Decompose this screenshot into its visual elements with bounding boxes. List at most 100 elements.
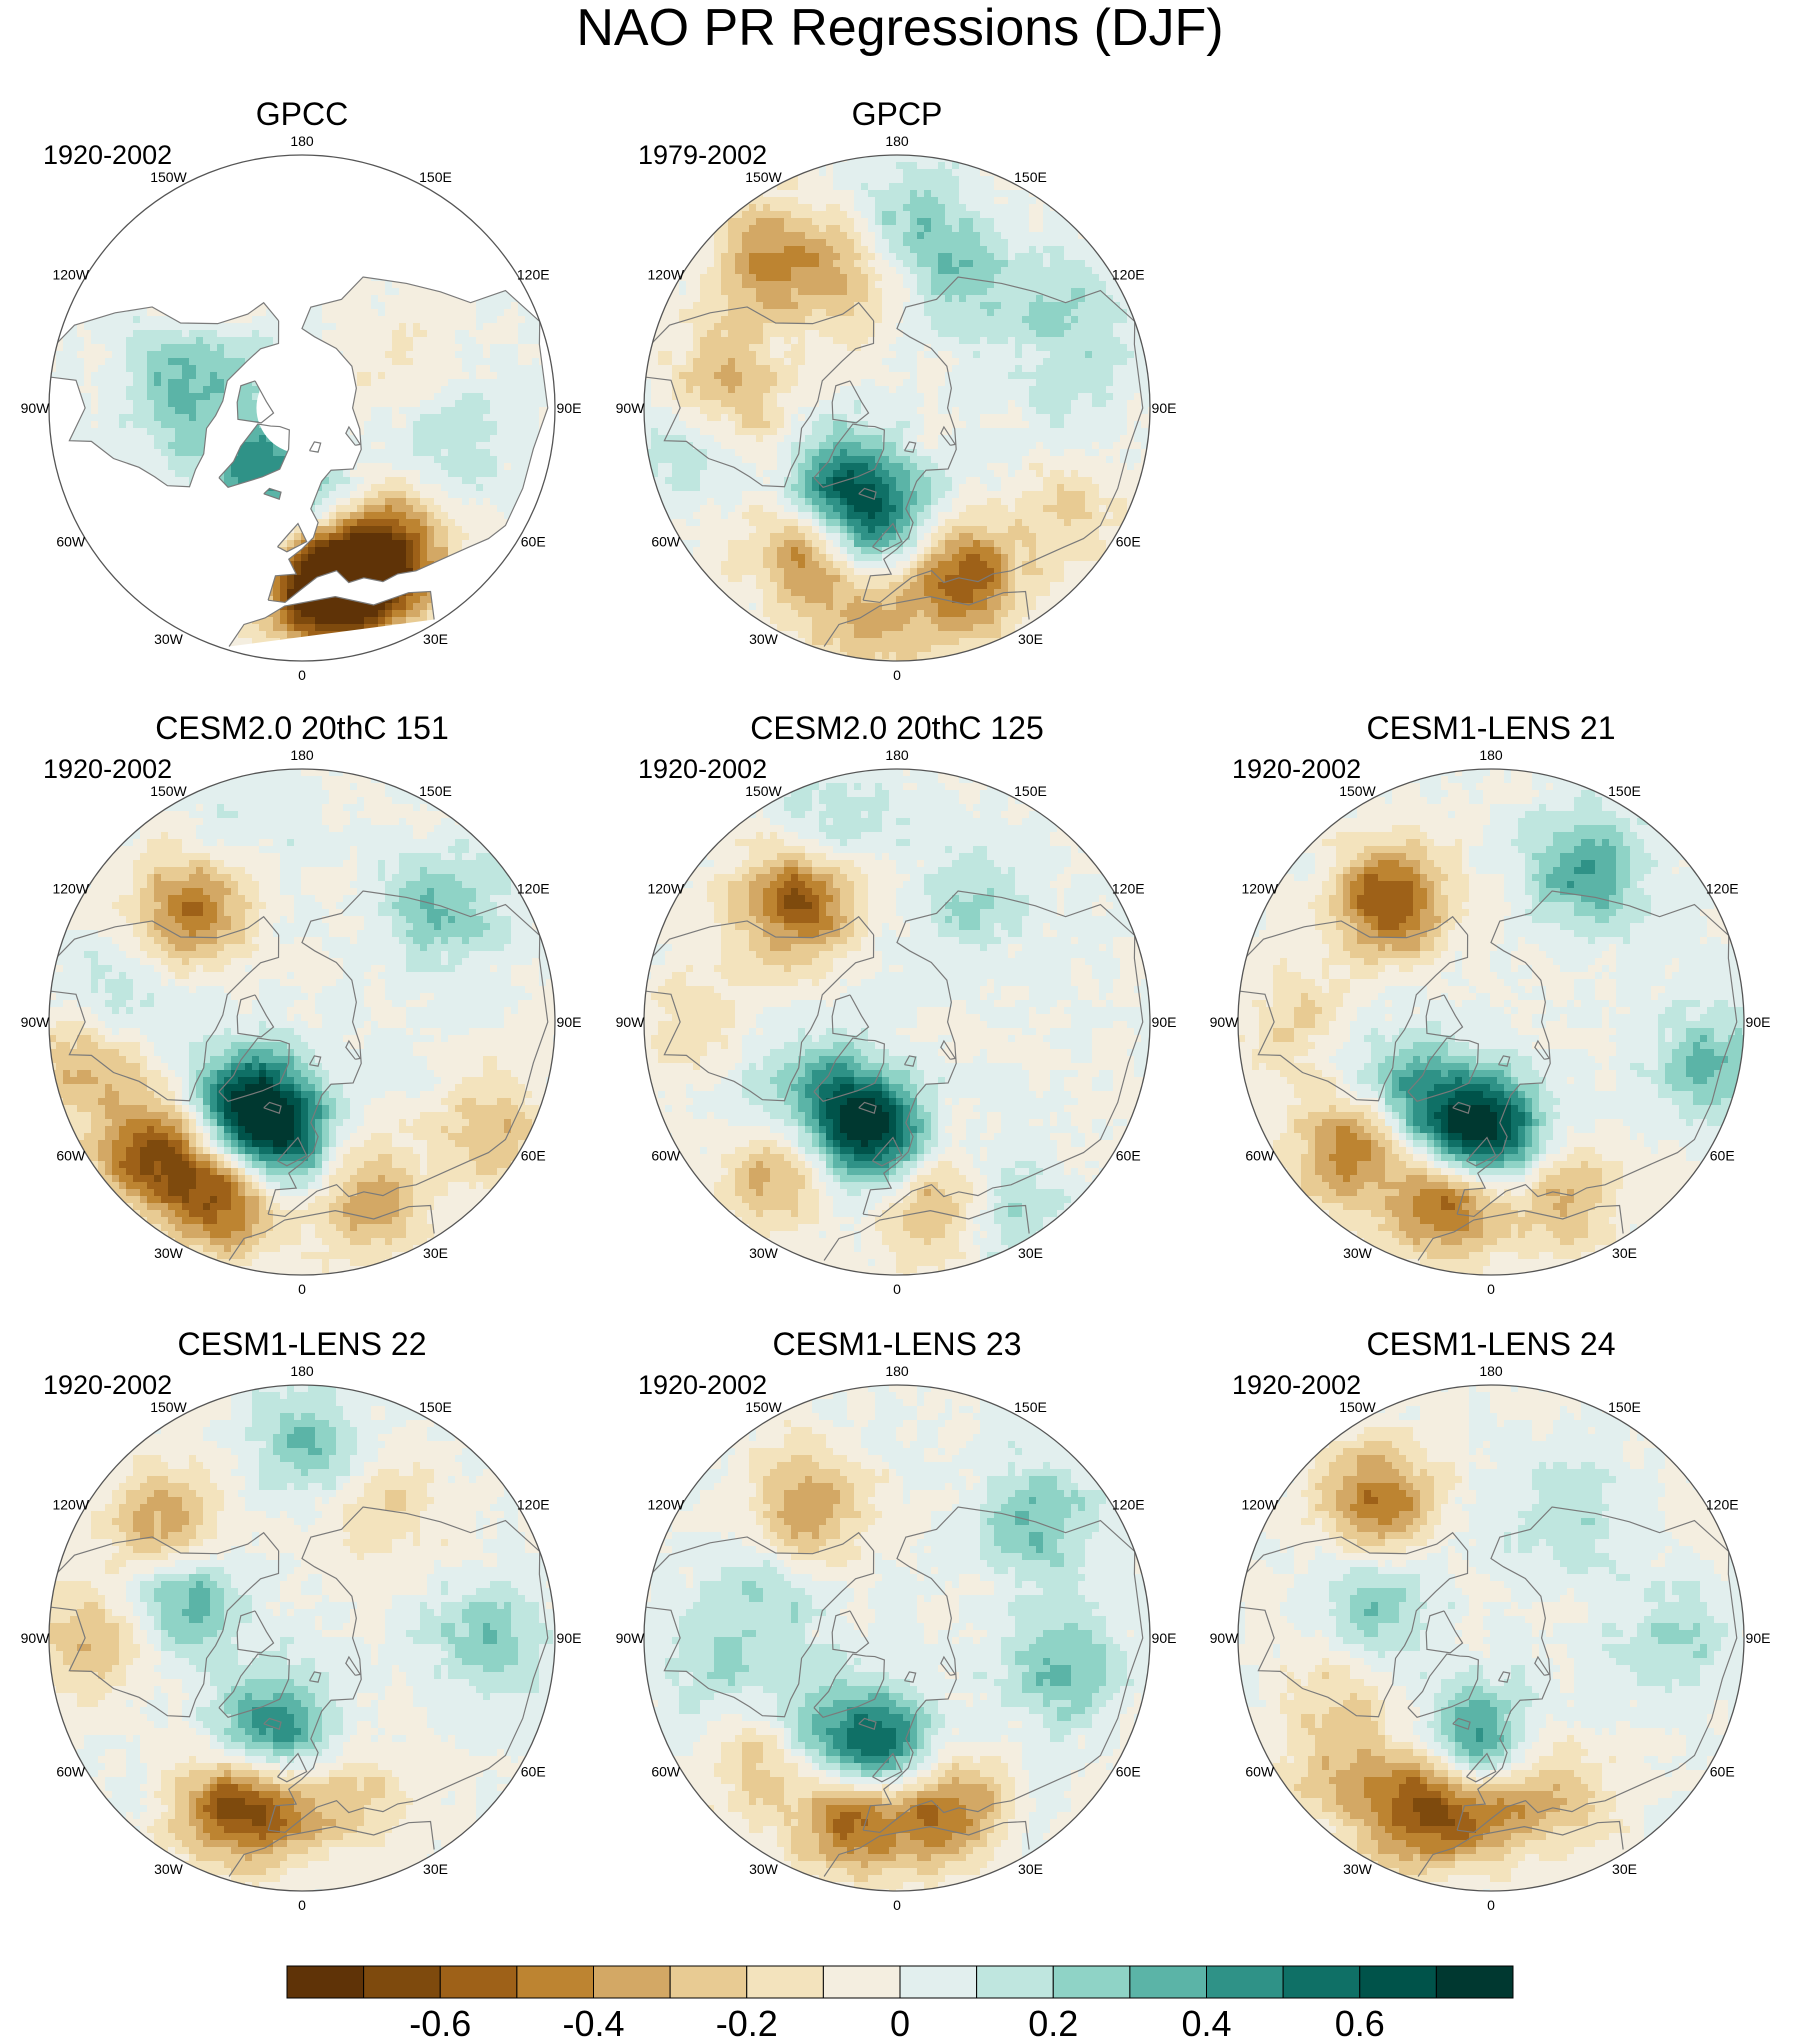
field-cell — [238, 428, 246, 436]
field-cell — [959, 239, 967, 247]
field-cell — [168, 260, 176, 268]
field-cell — [378, 190, 386, 198]
field-cell — [259, 624, 267, 632]
field-cell — [147, 505, 155, 513]
field-cell — [511, 330, 519, 338]
field-cell — [462, 309, 470, 317]
field-cell — [126, 316, 134, 324]
field-cell — [112, 246, 120, 254]
field-cell — [504, 316, 512, 324]
field-cell — [266, 190, 274, 198]
field-cell — [357, 449, 365, 457]
field-cell — [154, 225, 162, 233]
field-cell — [805, 239, 813, 247]
field-cell — [525, 470, 533, 478]
field-cell — [406, 407, 414, 415]
field-cell — [329, 554, 337, 562]
field-cell — [238, 400, 246, 408]
field-cell — [350, 505, 358, 513]
field-cell — [217, 183, 225, 191]
field-cell — [392, 582, 400, 590]
field-cell — [805, 246, 813, 254]
field-cell — [539, 344, 547, 352]
field-cell — [140, 568, 148, 576]
field-cell — [490, 407, 498, 415]
field-cell — [196, 337, 204, 345]
field-cell — [259, 330, 267, 338]
field-cell — [175, 477, 183, 485]
field-cell — [189, 260, 197, 268]
field-cell — [518, 316, 526, 324]
field-cell — [140, 561, 148, 569]
field-cell — [294, 260, 302, 268]
field-cell — [77, 421, 85, 429]
field-cell — [798, 239, 806, 247]
field-cell — [1015, 225, 1023, 233]
field-cell — [518, 526, 526, 534]
field-cell — [70, 526, 78, 534]
field-cell — [238, 218, 246, 226]
field-cell — [245, 183, 253, 191]
field-cell — [476, 526, 484, 534]
field-cell — [385, 197, 393, 205]
field-cell — [133, 379, 141, 387]
field-cell — [350, 617, 358, 625]
field-cell — [231, 204, 239, 212]
field-cell — [273, 190, 281, 198]
field-cell — [938, 190, 946, 198]
field-cell — [259, 547, 267, 555]
field-cell — [273, 407, 281, 415]
field-cell — [406, 323, 414, 331]
field-cell — [84, 533, 92, 541]
field-cell — [1001, 246, 1009, 254]
field-cell — [287, 435, 295, 443]
field-cell — [966, 204, 974, 212]
field-cell — [84, 456, 92, 464]
field-cell — [805, 225, 813, 233]
field-cell — [231, 512, 239, 520]
field-cell — [119, 239, 127, 247]
field-cell — [168, 323, 176, 331]
field-cell — [833, 190, 841, 198]
field-cell — [525, 379, 533, 387]
field-cell — [861, 211, 869, 219]
field-cell — [287, 589, 295, 597]
field-cell — [70, 358, 78, 366]
field-cell — [168, 302, 176, 310]
field-cell — [322, 155, 330, 163]
field-cell — [434, 414, 442, 422]
field-cell — [238, 274, 246, 282]
field-cell — [490, 449, 498, 457]
field-cell — [469, 281, 477, 289]
field-cell — [287, 463, 295, 471]
field-cell — [280, 211, 288, 219]
field-cell — [357, 274, 365, 282]
field-cell — [266, 393, 274, 401]
field-cell — [112, 568, 120, 576]
field-cell — [455, 309, 463, 317]
field-cell — [182, 589, 190, 597]
field-cell — [147, 225, 155, 233]
field-cell — [441, 610, 449, 618]
field-cell — [427, 288, 435, 296]
field-cell — [490, 400, 498, 408]
field-cell — [259, 190, 267, 198]
field-cell — [378, 211, 386, 219]
field-cell — [329, 414, 337, 422]
field-cell — [350, 575, 358, 583]
field-cell — [301, 491, 309, 499]
field-cell — [448, 337, 456, 345]
field-cell — [196, 533, 204, 541]
field-cell — [70, 435, 78, 443]
field-cell — [287, 645, 295, 653]
field-cell — [245, 393, 253, 401]
field-cell — [280, 358, 288, 366]
field-cell — [245, 225, 253, 233]
field-cell — [133, 316, 141, 324]
field-cell — [210, 617, 218, 625]
field-cell — [182, 407, 190, 415]
field-cell — [175, 358, 183, 366]
field-cell — [231, 498, 239, 506]
field-cell — [371, 610, 379, 618]
field-cell — [210, 470, 218, 478]
